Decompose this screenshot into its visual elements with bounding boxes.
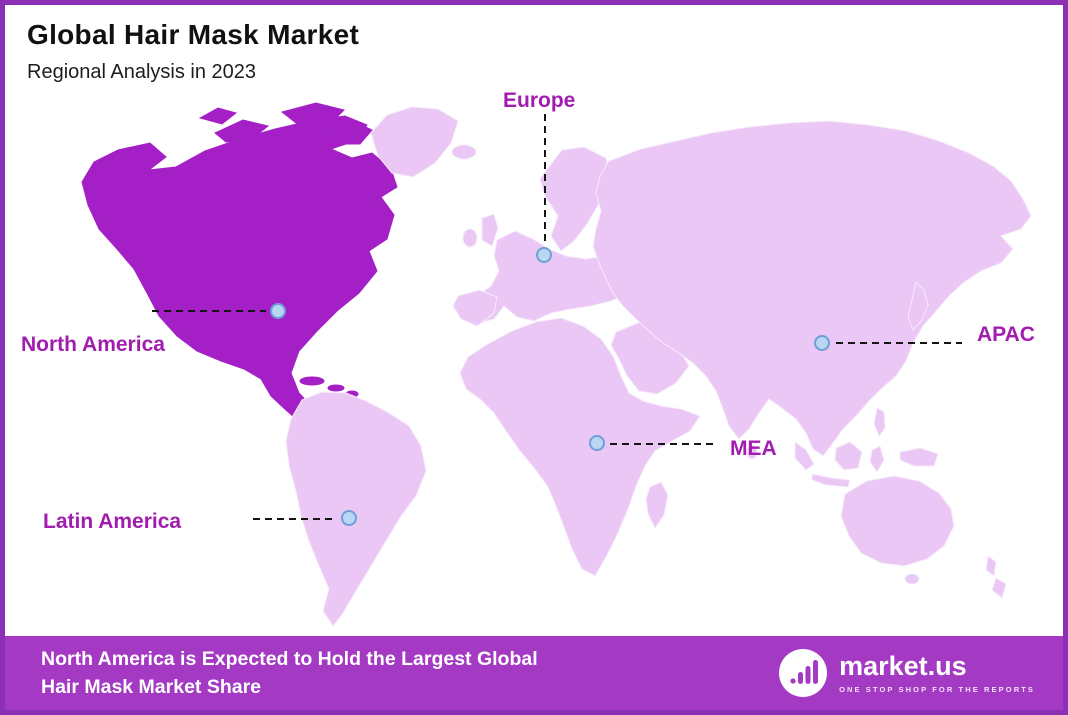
footer-headline: North America is Expected to Hold the La… [41,645,538,702]
marker-europe [536,247,552,263]
page-title: Global Hair Mask Market [27,19,360,50]
marker-apac [814,335,830,351]
world-landmass [285,106,1032,627]
brand-logo: market.us ONE STOP SHOP FOR THE REPORTS [778,648,1035,698]
marker-latin-america [341,510,357,526]
location-markers [270,247,830,526]
region-label-mea: MEA [730,437,777,460]
region-label-europe: Europe [503,89,576,112]
marketus-logo-icon [779,649,828,697]
region-label-apac: APAC [977,323,1035,346]
page-subtitle: Regional Analysis in 2023 [27,61,257,83]
marker-mea [589,435,605,451]
footer-headline-line1: North America is Expected to Hold the La… [41,647,538,670]
region-label-latin-america: Latin America [43,510,182,533]
connector-lines [152,114,962,520]
footer-headline-line2: Hair Mask Market Share [41,676,262,698]
brand-tagline: ONE STOP SHOP FOR THE REPORTS [839,684,1035,694]
brand-text: market.us ONE STOP SHOP FOR THE REPORTS [839,650,1035,694]
header: Global Hair Mask Market Regional Analysi… [27,19,359,84]
brand-name: market.us [839,650,967,681]
world-map [81,102,1032,627]
region-north-america-shape [81,102,398,434]
marker-north-america [270,303,286,319]
footer-banner: North America is Expected to Hold the La… [5,636,1063,710]
region-label-north-america: North America [21,333,165,356]
